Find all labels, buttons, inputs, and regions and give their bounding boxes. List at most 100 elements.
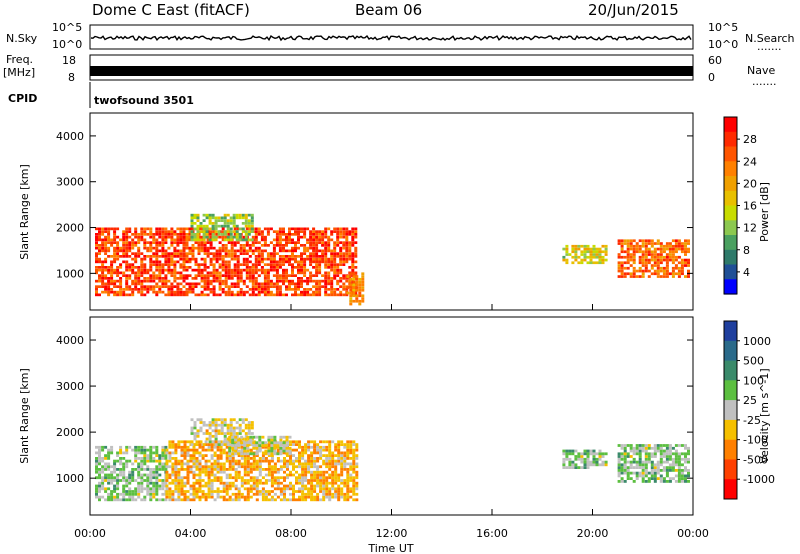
data-cell [258, 470, 262, 474]
data-cell [134, 498, 138, 502]
data-cell [270, 444, 274, 447]
data-cell [355, 465, 359, 469]
data-cell [307, 479, 311, 482]
data-cell [687, 469, 690, 472]
data-cell [185, 241, 189, 244]
data-cell [205, 216, 209, 220]
data-cell [222, 462, 226, 466]
data-cell [143, 293, 147, 297]
data-cell [230, 249, 234, 253]
data-cell [586, 466, 590, 469]
data-cell [207, 487, 211, 491]
data-cell [207, 495, 211, 499]
data-cell [228, 454, 232, 457]
data-cell [188, 252, 192, 255]
data-cell [113, 285, 117, 288]
data-cell [189, 459, 193, 463]
data-cell [282, 277, 285, 280]
data-cell [183, 484, 187, 488]
data-cell [180, 451, 184, 455]
data-cell [168, 457, 172, 460]
data-cell [229, 222, 233, 225]
data-cell [635, 466, 639, 469]
data-cell [644, 460, 648, 464]
data-cell [122, 479, 126, 482]
data-cell [315, 268, 319, 272]
data-cell [185, 260, 189, 264]
data-cell [167, 230, 171, 233]
data-cell [200, 235, 204, 239]
data-cell [653, 449, 657, 453]
data-cell [146, 465, 150, 469]
data-cell [273, 498, 277, 502]
data-cell [210, 495, 214, 499]
data-cell [177, 479, 181, 482]
data-cell [229, 227, 233, 231]
data-cell [295, 448, 298, 452]
data-cell [213, 473, 217, 477]
data-cell [279, 441, 283, 445]
data-cell [285, 293, 288, 297]
data-cell [207, 492, 211, 496]
data-cell [104, 288, 108, 291]
data-cell [104, 260, 108, 264]
data-cell [255, 487, 259, 491]
data-cell [318, 282, 322, 286]
data-cell [180, 487, 184, 491]
data-cell [152, 277, 156, 280]
data-cell [210, 492, 214, 496]
data-cell [340, 451, 344, 455]
data-cell [276, 452, 280, 456]
data-cell [629, 477, 633, 480]
data-cell [98, 462, 101, 466]
data-cell [292, 448, 295, 452]
data-cell [161, 279, 165, 283]
colorbar-band [724, 459, 737, 480]
data-cell [168, 492, 172, 496]
data-cell [229, 423, 233, 427]
data-cell [216, 459, 220, 463]
data-cell [255, 465, 259, 469]
data-cell [684, 477, 687, 480]
data-cell [565, 247, 569, 251]
data-cell [173, 260, 177, 264]
data-cell [358, 286, 362, 289]
data-cell [95, 233, 98, 236]
data-cell [294, 241, 297, 244]
data-cell [220, 224, 224, 228]
data-cell [158, 266, 162, 269]
data-cell [264, 495, 268, 499]
data-cell [241, 213, 245, 217]
data-cell [272, 230, 276, 233]
data-cell [221, 290, 225, 294]
data-cell [101, 476, 105, 480]
data-cell [351, 266, 355, 269]
data-cell [231, 452, 235, 456]
data-cell [282, 255, 285, 258]
data-cell [209, 279, 213, 283]
data-cell [340, 459, 344, 463]
data-cell [134, 457, 138, 460]
data-cell [629, 247, 633, 251]
data-cell [336, 266, 340, 269]
data-cell [203, 282, 207, 286]
data-cell [198, 459, 202, 463]
data-cell [620, 250, 624, 254]
colorbar-tick-label: 20 [743, 177, 757, 190]
data-cell [155, 233, 159, 236]
data-cell [336, 263, 340, 266]
data-cell [601, 255, 605, 259]
data-cell [330, 268, 334, 272]
data-cell [310, 476, 314, 480]
data-cell [104, 230, 108, 233]
data-cell [183, 498, 187, 502]
data-cell [303, 227, 307, 231]
data-cell [128, 227, 132, 231]
data-cell [345, 279, 349, 283]
data-cell [324, 233, 328, 236]
data-cell [638, 261, 642, 265]
y-tick-label: 2000 [56, 222, 84, 235]
data-cell [125, 230, 129, 233]
data-cell [336, 268, 340, 272]
data-cell [623, 480, 627, 483]
